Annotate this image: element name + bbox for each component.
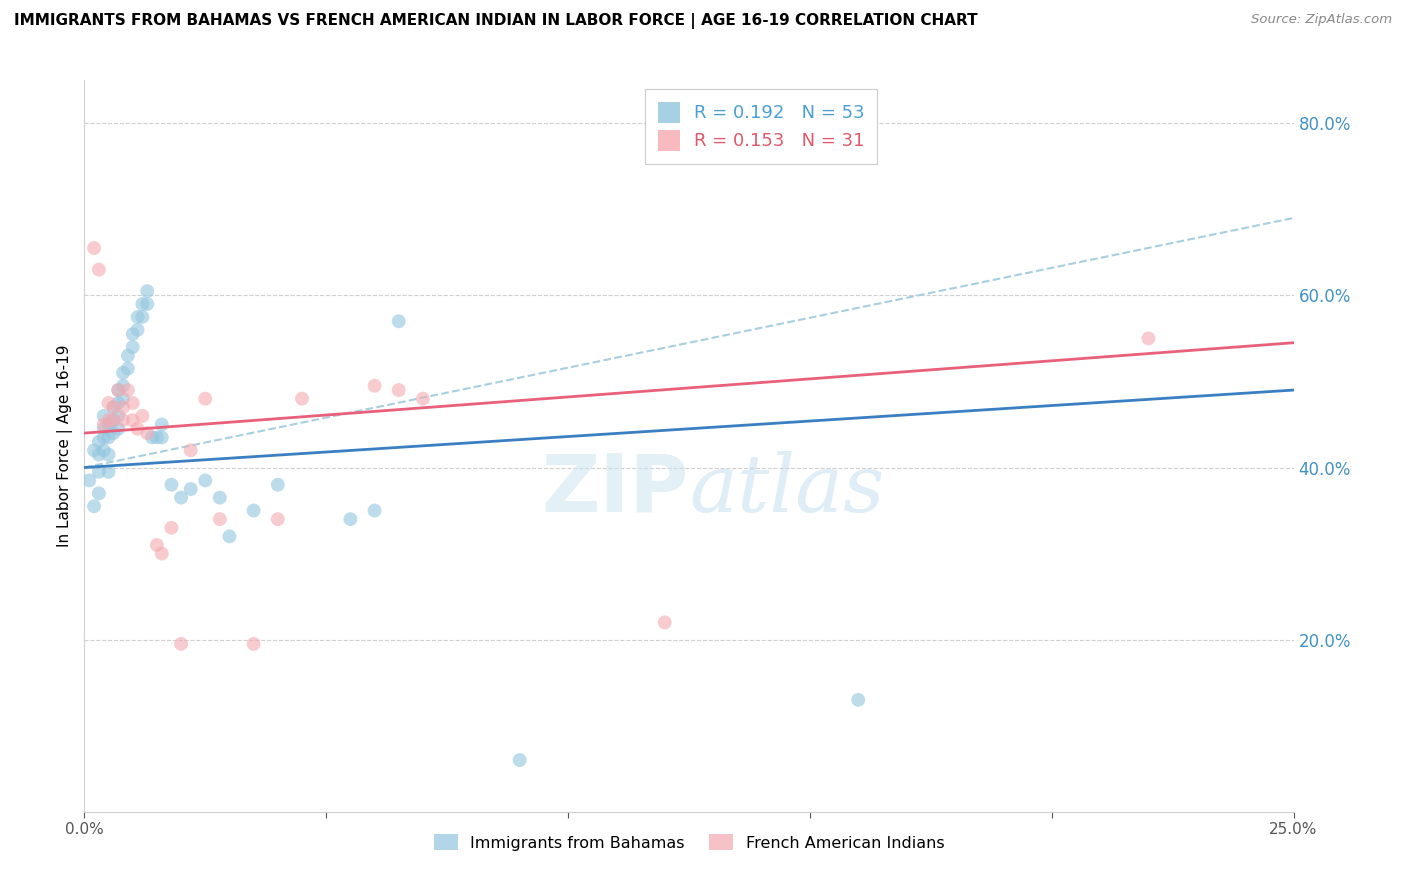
Point	[136, 284, 159, 298]
Point	[121, 340, 143, 354]
Point	[363, 503, 385, 517]
Point	[97, 396, 120, 410]
Point	[93, 443, 115, 458]
Point	[103, 426, 125, 441]
Point	[83, 241, 105, 255]
Point	[127, 422, 149, 436]
Point	[146, 538, 169, 552]
Point	[103, 413, 125, 427]
Point	[131, 297, 153, 311]
Point	[87, 465, 110, 479]
Point	[194, 474, 217, 488]
Point	[127, 310, 149, 324]
Point	[150, 547, 173, 561]
Point	[97, 430, 120, 444]
Point	[654, 615, 676, 630]
Point	[112, 413, 135, 427]
Text: ZIP: ZIP	[541, 450, 689, 529]
Point	[218, 529, 240, 543]
Point	[131, 409, 153, 423]
Point	[112, 392, 135, 406]
Point	[363, 378, 385, 392]
Point	[170, 491, 193, 505]
Point	[242, 637, 264, 651]
Point	[208, 491, 231, 505]
Point	[194, 392, 217, 406]
Point	[107, 396, 129, 410]
Point	[93, 409, 115, 423]
Point	[107, 422, 129, 436]
Point	[117, 349, 139, 363]
Point	[107, 383, 129, 397]
Point	[388, 314, 411, 328]
Point	[242, 503, 264, 517]
Point	[208, 512, 231, 526]
Point	[87, 262, 110, 277]
Point	[170, 637, 193, 651]
Point	[87, 448, 110, 462]
Point	[107, 383, 129, 397]
Point	[509, 753, 531, 767]
Point	[267, 477, 290, 491]
Point	[121, 413, 143, 427]
Point	[160, 521, 183, 535]
Text: IMMIGRANTS FROM BAHAMAS VS FRENCH AMERICAN INDIAN IN LABOR FORCE | AGE 16-19 COR: IMMIGRANTS FROM BAHAMAS VS FRENCH AMERIC…	[14, 13, 977, 29]
Point	[77, 474, 100, 488]
Point	[112, 378, 135, 392]
Point	[846, 693, 869, 707]
Point	[702, 129, 724, 144]
Point	[97, 448, 120, 462]
Point	[339, 512, 361, 526]
Point	[136, 297, 159, 311]
Point	[97, 413, 120, 427]
Point	[121, 327, 143, 342]
Point	[127, 323, 149, 337]
Point	[93, 422, 115, 436]
Point	[112, 366, 135, 380]
Point	[267, 512, 290, 526]
Point	[83, 443, 105, 458]
Point	[388, 383, 411, 397]
Point	[107, 409, 129, 423]
Point	[141, 430, 163, 444]
Point	[103, 401, 125, 415]
Point	[1137, 331, 1160, 345]
Point	[180, 443, 202, 458]
Point	[136, 426, 159, 441]
Point	[146, 430, 169, 444]
Point	[103, 401, 125, 415]
Point	[117, 361, 139, 376]
Point	[160, 477, 183, 491]
Point	[112, 401, 135, 415]
Point	[87, 434, 110, 449]
Point	[131, 310, 153, 324]
Point	[291, 392, 314, 406]
Legend: Immigrants from Bahamas, French American Indians: Immigrants from Bahamas, French American…	[426, 826, 952, 859]
Text: Source: ZipAtlas.com: Source: ZipAtlas.com	[1251, 13, 1392, 27]
Text: atlas: atlas	[689, 451, 884, 529]
Y-axis label: In Labor Force | Age 16-19: In Labor Force | Age 16-19	[58, 344, 73, 548]
Point	[150, 417, 173, 432]
Point	[412, 392, 434, 406]
Point	[87, 486, 110, 500]
Point	[93, 430, 115, 444]
Point	[121, 396, 143, 410]
Point	[150, 430, 173, 444]
Point	[180, 482, 202, 496]
Point	[117, 383, 139, 397]
Point	[97, 417, 120, 432]
Point	[103, 413, 125, 427]
Point	[93, 417, 115, 432]
Point	[97, 465, 120, 479]
Point	[83, 500, 105, 514]
